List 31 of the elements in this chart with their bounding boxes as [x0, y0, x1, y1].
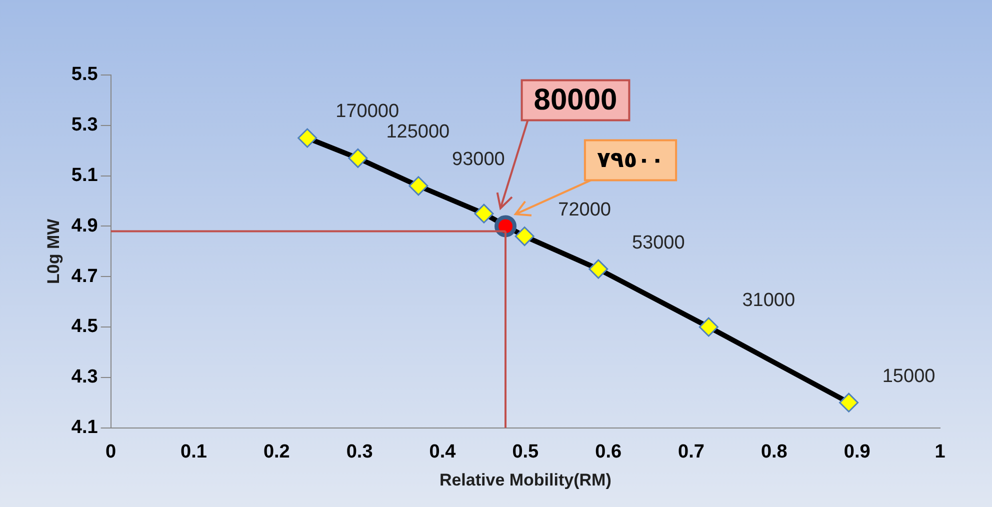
annotation: 15000	[882, 366, 936, 387]
point	[494, 215, 517, 238]
x-tick-label: 0.9	[844, 441, 870, 462]
x-tick-label: 0.1	[180, 441, 208, 462]
annotation: 93000	[452, 149, 505, 170]
y-tick-label: 4.9	[71, 215, 98, 236]
x-tick-label: 0.2	[263, 441, 290, 462]
x-tick-label: 0.5	[512, 441, 540, 462]
y-tick-label: 5.5	[71, 64, 98, 86]
x-tick-label: 0.7	[678, 441, 704, 462]
x-tick-label: 0.8	[760, 441, 788, 462]
x-tick-label: 0	[106, 441, 116, 462]
y-tick-label: 4.5	[71, 316, 98, 338]
annotation: 31000	[742, 290, 796, 312]
y-tick-label: 4.7	[71, 266, 98, 287]
x-tick-label: 0.4	[429, 441, 456, 462]
annotation: 72000	[558, 200, 611, 221]
x-tick-label: 0.3	[346, 441, 373, 462]
y-tick-label: 4.1	[71, 417, 98, 438]
x-tick-label: 0.6	[595, 441, 622, 462]
y-tick-label: 4.3	[71, 366, 98, 388]
annotation: 125000	[386, 121, 450, 142]
y-tick-label: 5.1	[71, 165, 98, 186]
annotation: ٧٩٥٠٠	[596, 148, 664, 173]
y-tick-label: 5.3	[71, 114, 98, 136]
x-axis-title: Relative Mobility(RM)	[439, 470, 612, 490]
annotation: 170000	[336, 101, 400, 122]
annotation: 53000	[632, 232, 685, 254]
x-tick-label: 1	[934, 441, 946, 462]
y-axis-title: L0g MW	[44, 218, 63, 284]
annotation: 80000	[534, 83, 618, 116]
